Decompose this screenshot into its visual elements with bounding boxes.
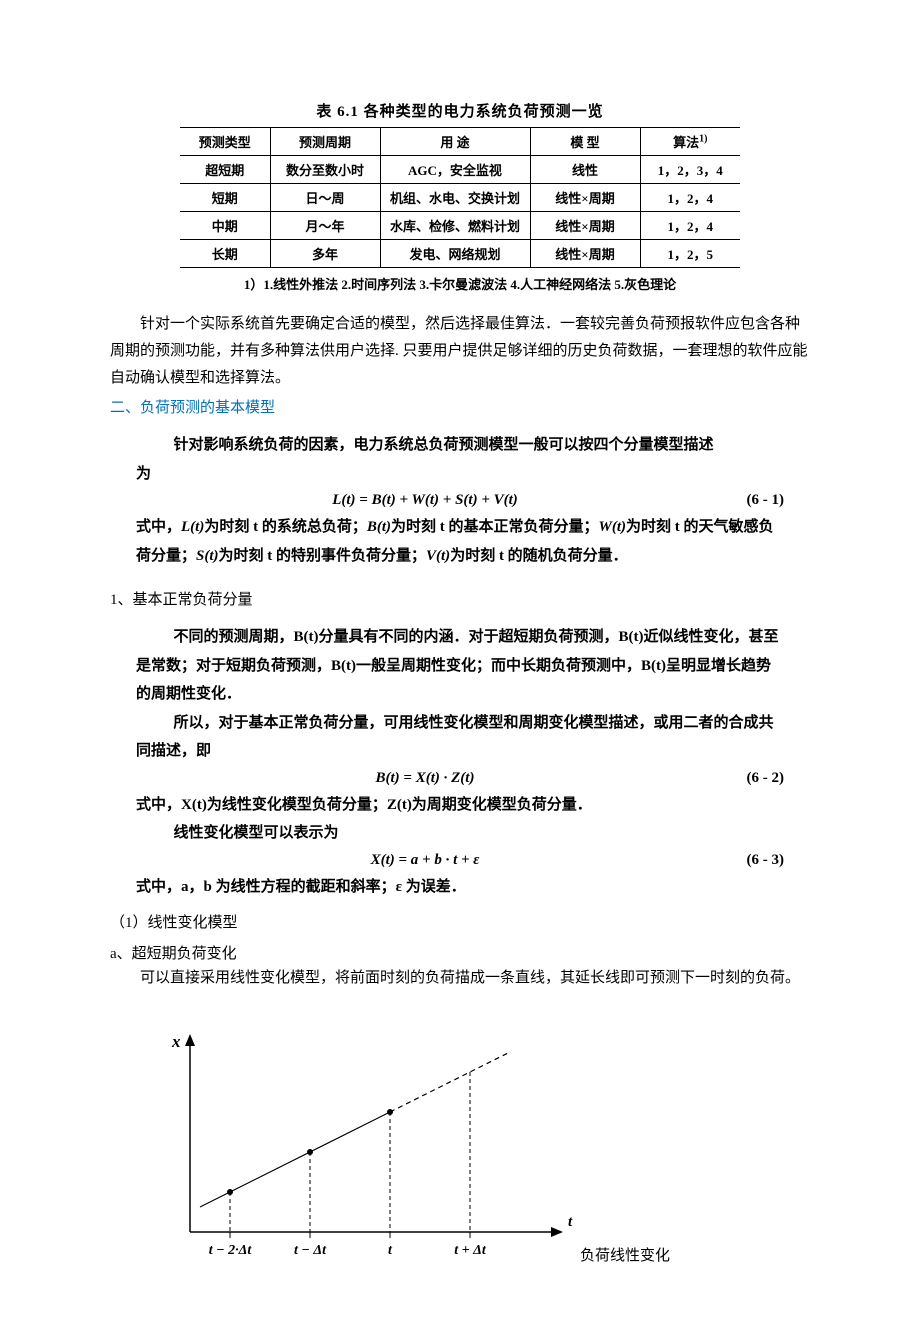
figure-linear-load: x t t − 2·Δt t − Δt t t + Δt 负荷线性变化 — [110, 1022, 810, 1302]
col-period: 预测周期 — [270, 128, 380, 156]
svg-text:x: x — [171, 1032, 181, 1051]
col-algo: 算法1) — [640, 128, 740, 156]
figure-svg: x t t − 2·Δt t − Δt t t + Δt — [140, 1022, 600, 1272]
sub1-1a-title: a、超短期负荷变化 — [110, 942, 810, 963]
sub1-p2: 所以，对于基本正常负荷分量，可用线性变化模型和周期变化模型描述，或用二者的合成共… — [110, 709, 810, 766]
section2-p1b: 为 — [110, 460, 810, 489]
figure-caption: 负荷线性变化 — [580, 1244, 670, 1265]
section2-p2: 式中，L(t)为时刻 t 的系统总负荷；B(t)为时刻 t 的基本正常负荷分量；… — [110, 513, 810, 570]
table-footnote: 1）1.线性外推法 2.时间序列法 3.卡尔曼滤波法 4.人工神经网络法 5.灰… — [180, 274, 740, 293]
table-row: 长期 多年 发电、网络规划 线性×周期 1，2，5 — [180, 240, 740, 268]
sub1-title: 1、基本正常负荷分量 — [110, 588, 810, 609]
svg-text:t: t — [388, 1243, 393, 1258]
sub1-p1: 不同的预测周期，B(t)分量具有不同的内涵．对于超短期负荷预测，B(t)近似线性… — [110, 623, 810, 709]
section-2-title: 二、负荷预测的基本模型 — [110, 396, 810, 417]
table-header-row: 预测类型 预测周期 用 途 模 型 算法1) — [180, 128, 740, 156]
svg-text:t − Δt: t − Δt — [294, 1243, 327, 1258]
equation-6-3: X(t) = a + b · t + ε (6 - 3) — [110, 848, 810, 873]
equation-6-2: B(t) = X(t) · Z(t) (6 - 2) — [110, 766, 810, 791]
table-row: 中期 月～年 水库、检修、燃料计划 线性×周期 1，2，4 — [180, 212, 740, 240]
sub1-p3: 式中，X(t)为线性变化模型负荷分量；Z(t)为周期变化模型负荷分量． — [110, 791, 810, 820]
table-row: 超短期 数分至数小时 AGC，安全监视 线性 1，2，3，4 — [180, 156, 740, 184]
sub1-1-p1: 可以直接采用线性变化模型，将前面时刻的负荷描成一条直线，其延长线即可预测下一时刻… — [110, 965, 810, 992]
col-model: 模 型 — [530, 128, 640, 156]
col-type: 预测类型 — [180, 128, 270, 156]
sub1-p5: 式中，a，b 为线性方程的截距和斜率；ε 为误差． — [110, 873, 810, 902]
sub1-1-title: （1）线性变化模型 — [110, 911, 810, 932]
equation-6-1: L(t) = B(t) + W(t) + S(t) + V(t) (6 - 1) — [110, 488, 810, 513]
col-usage: 用 途 — [380, 128, 530, 156]
svg-text:t: t — [568, 1214, 573, 1230]
sub1-p4: 线性变化模型可以表示为 — [110, 819, 810, 848]
forecast-table: 预测类型 预测周期 用 途 模 型 算法1) 超短期 数分至数小时 AGC，安全… — [180, 127, 740, 268]
svg-text:t − 2·Δt: t − 2·Δt — [209, 1243, 253, 1258]
svg-text:t + Δt: t + Δt — [454, 1243, 487, 1258]
table-title: 表 6.1 各种类型的电力系统负荷预测一览 — [110, 100, 810, 121]
intro-paragraph: 针对一个实际系统首先要确定合适的模型，然后选择最佳算法．一套较完善负荷预报软件应… — [110, 311, 810, 392]
section2-p1: 针对影响系统负荷的因素，电力系统总负荷预测模型一般可以按四个分量模型描述 — [110, 431, 810, 460]
table-row: 短期 日～周 机组、水电、交换计划 线性×周期 1，2，4 — [180, 184, 740, 212]
